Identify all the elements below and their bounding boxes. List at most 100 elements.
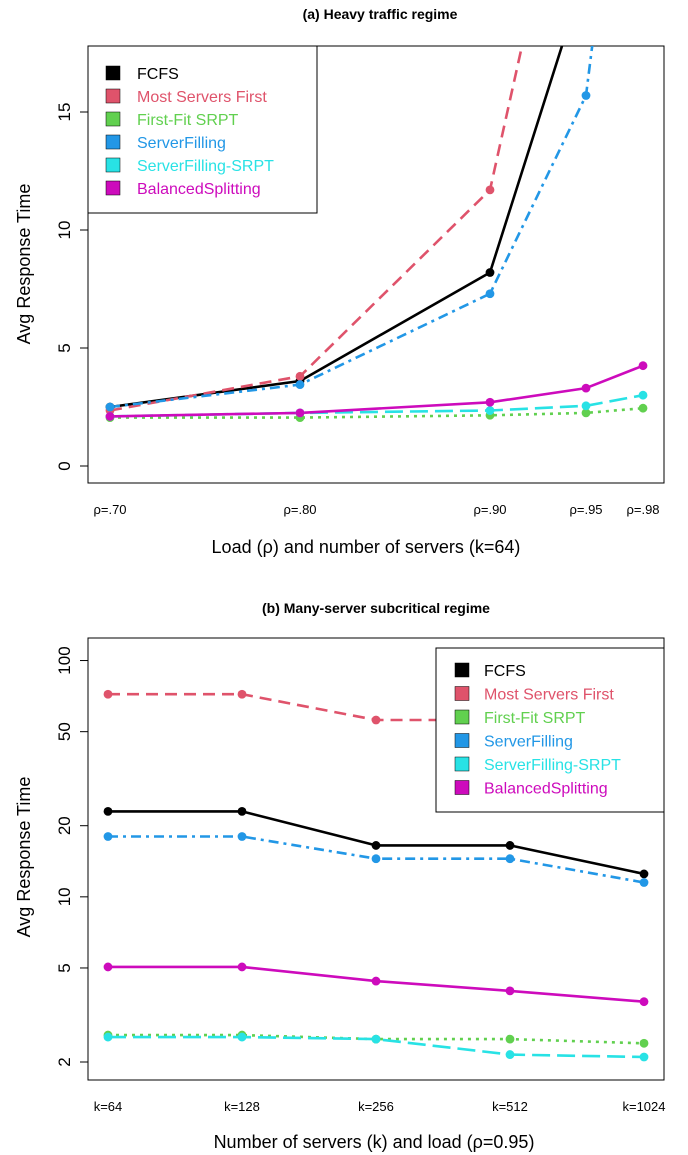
panel-a-x-tick-label: ρ=.98: [626, 502, 659, 517]
panel-b-legend-label: First-Fit SRPT: [484, 710, 586, 727]
panel-b-legend-label: ServerFilling-SRPT: [484, 757, 621, 774]
panel-b-data-point: [237, 689, 247, 699]
panel-b-x-tick-label: k=512: [492, 1099, 528, 1114]
panel-a-data-point: [581, 91, 591, 100]
panel-a-x-tick-label: ρ=.95: [569, 502, 602, 517]
panel-b-data-point: [237, 1032, 247, 1042]
panel-b-x-tick-label: k=128: [224, 1099, 260, 1114]
panel-a-legend-label: FCFS: [137, 66, 179, 83]
panel-b-data-point: [505, 1034, 515, 1044]
panel-b-data-point: [237, 832, 247, 841]
panel-b-data-point: [639, 878, 649, 887]
panel-b-data-point: [371, 715, 381, 725]
panel-a-legend-swatch: [105, 134, 121, 150]
panel-b-legend-swatch: [454, 780, 470, 795]
panel-a-data-point: [485, 289, 495, 299]
panel-b-data-point: [639, 997, 649, 1007]
panel-b-data-point: [639, 869, 649, 879]
panel-b-data-point: [371, 976, 381, 986]
panel-a-data-point: [485, 268, 495, 277]
panel-a-points: [105, 91, 648, 423]
panel-b-data-point: [103, 962, 113, 972]
panel-a-x-tick-label: ρ=.80: [283, 502, 316, 517]
panel-a-y-tick-label: 10: [55, 221, 74, 240]
panel-a-x-axis-label: Load (ρ) and number of servers (k=64): [212, 537, 521, 557]
panel-b-y-tick-label: 2: [55, 1057, 74, 1066]
panel-a-legend-swatch: [105, 88, 121, 104]
panel-a-y-axis-label: Avg Response Time: [14, 184, 34, 345]
panel-b-y-tick-label: 10: [55, 887, 74, 906]
panel-a-legend-swatch: [105, 180, 121, 196]
panel-b-legend-label: BalancedSplitting: [484, 781, 608, 798]
panel-b-y-tick-label: 50: [55, 722, 74, 741]
panel-b-points: [103, 689, 649, 1062]
panel-b-legend-label: FCFS: [484, 663, 526, 680]
panel-b-data-point: [371, 841, 381, 850]
panel-a-x-tick-label: ρ=.90: [473, 502, 506, 517]
panel-a-series-line: [109, 364, 644, 418]
panel-b-x-tick-label: k=256: [358, 1099, 394, 1114]
panel-a-legend-label: ServerFilling-SRPT: [137, 158, 274, 175]
panel-a-data-point: [485, 406, 495, 415]
panel-b-data-point: [237, 962, 247, 972]
panel-b-series-line: [108, 1033, 645, 1045]
panel-a-y-tick-label: 0: [55, 461, 74, 470]
panel-a-data-point: [295, 371, 305, 381]
panel-b-legend-swatch: [454, 733, 470, 748]
panel-a-y-tick-label: 15: [55, 103, 74, 122]
panel-b-data-point: [505, 841, 515, 850]
panel-a-data-point: [581, 408, 591, 418]
panel-b-data-point: [103, 806, 113, 816]
panel-b-data-point: [505, 986, 515, 996]
panel-a-data-point: [105, 402, 115, 412]
panel-a-data-point: [485, 397, 495, 407]
panel-a-legend-swatch: [105, 65, 121, 81]
panel-a-legend-label: ServerFilling: [137, 135, 226, 152]
panel-b-data-point: [371, 854, 381, 864]
panel-b-y-tick-label: 100: [55, 646, 74, 674]
panel-a-data-point: [638, 390, 648, 400]
panel-b-legend-label: Most Servers First: [484, 687, 614, 704]
panel-a-data-point: [485, 185, 495, 195]
panel-a-data-point: [638, 403, 648, 413]
panel-b-x-axis-label: Number of servers (k) and load (ρ=0.95): [214, 1132, 535, 1152]
panel-a-legend-label: Most Servers First: [137, 89, 267, 106]
panel-b-data-point: [103, 689, 113, 699]
panel-a-x-tick-label: ρ=.70: [93, 502, 126, 517]
panel-a-data-point: [105, 412, 115, 421]
panel-b-legend-label: ServerFilling: [484, 734, 573, 751]
panel-b-y-tick-label: 5: [55, 963, 74, 972]
panel-a-title: (a) Heavy traffic regime: [303, 6, 458, 22]
panel-b-legend: FCFS Most Servers First First-Fit SRPT Serv…: [435, 647, 665, 813]
panel-b-series-line: [108, 1035, 645, 1059]
panel-b-data-point: [103, 1032, 113, 1042]
panel-b-axes: k=64 k=128 k=256 k=512 k=1024 2 5 10 20 50 100: [55, 646, 666, 1114]
panel-b-data-point: [505, 1050, 515, 1059]
panel-b-data-point: [371, 1034, 381, 1044]
panel-b-x-tick-label: k=1024: [622, 1099, 665, 1114]
panel-b-data-point: [237, 806, 247, 816]
panel-a-legend-label: BalancedSplitting: [137, 181, 261, 198]
panel-a-data-point: [295, 380, 305, 389]
panel-b-data-point: [639, 1038, 649, 1048]
panel-a-legend-label: First-Fit SRPT: [137, 112, 239, 129]
panel-a-y-tick-label: 5: [55, 343, 74, 352]
panel-a-legend-swatch: [105, 111, 121, 127]
panel-b-legend-swatch: [454, 709, 470, 725]
panel-b-legend-swatch: [454, 756, 470, 772]
panel-a-data-point: [638, 361, 648, 371]
panel-a-legend: FCFS Most Servers First First-Fit SRPT Serv…: [87, 45, 318, 214]
panel-a-data-point: [581, 383, 591, 393]
panel-b-data-point: [505, 854, 515, 864]
panel-a-axes: ρ=.70 ρ=.80 ρ=.90 ρ=.95 ρ=.98 0 5 10 15: [55, 103, 660, 517]
panel-a: (a) Heavy traffic regime ρ=.70 ρ=.80 ρ=.90…: [14, 6, 665, 557]
panel-b: (b) Many-server subcritical regime k=64 k…: [14, 600, 666, 1152]
panel-b-legend-swatch: [454, 686, 470, 701]
panel-b-legend-swatch: [454, 662, 470, 678]
panel-a-series-line: [109, 46, 524, 412]
panel-b-legend-box: [435, 647, 665, 813]
panel-a-legend-swatch: [105, 157, 121, 173]
panel-b-x-tick-label: k=64: [94, 1099, 123, 1114]
panel-a-data-point: [295, 408, 305, 418]
